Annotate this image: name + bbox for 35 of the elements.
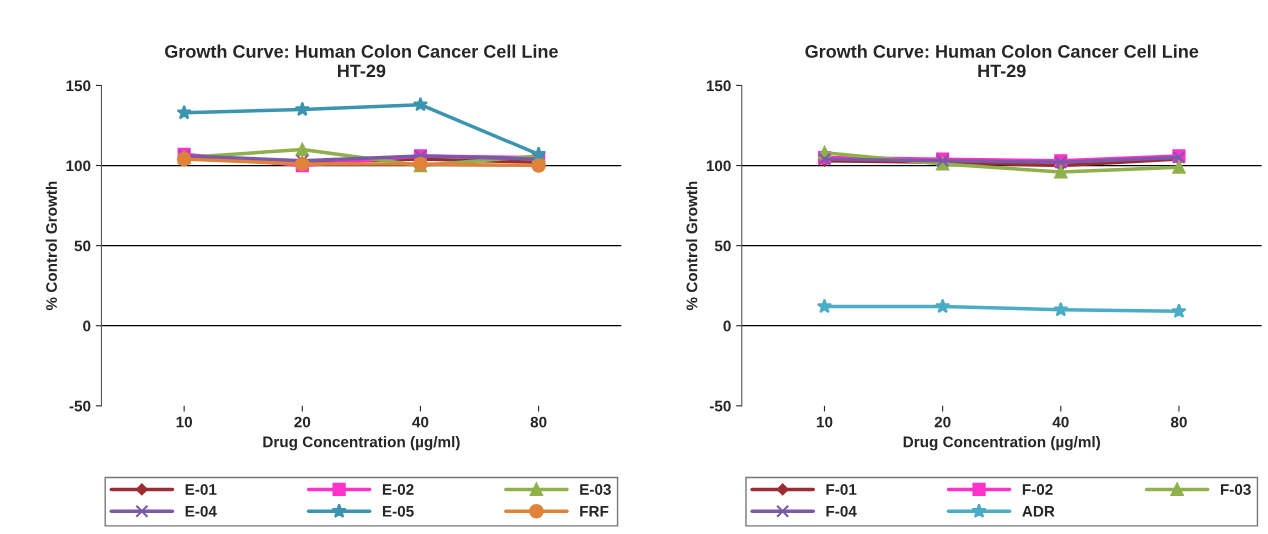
x-tick-label: 40 bbox=[412, 416, 429, 428]
legend-label: E-03 bbox=[580, 484, 611, 495]
x-tick-label: 20 bbox=[294, 416, 311, 428]
x-axis-title: Drug Concentration (µg/ml) bbox=[263, 436, 460, 451]
legend-label: E-04 bbox=[185, 505, 217, 517]
legend-label: E-05 bbox=[382, 505, 414, 517]
y-tick-label: 0 bbox=[83, 320, 91, 332]
y-axis-title: % Control Growth bbox=[686, 181, 698, 311]
x-tick-label: 10 bbox=[816, 416, 833, 428]
x-tick-label: 20 bbox=[934, 416, 951, 428]
x-axis-title: Drug Concentration (µg/ml) bbox=[903, 436, 1100, 451]
y-tick-label: 100 bbox=[706, 160, 731, 172]
legend-label: F-03 bbox=[1220, 484, 1251, 495]
y-tick-label: 150 bbox=[66, 80, 91, 92]
legend-label: F-02 bbox=[1022, 484, 1053, 495]
y-tick-label: -50 bbox=[709, 400, 731, 412]
legend-label: E-01 bbox=[185, 484, 217, 495]
y-axis-title: % Control Growth bbox=[45, 181, 57, 311]
y-tick-label: 150 bbox=[706, 80, 731, 92]
y-tick-label: 0 bbox=[723, 320, 731, 332]
legend-label: F-04 bbox=[826, 505, 857, 517]
y-tick-label: 100 bbox=[66, 160, 91, 172]
y-tick-label: 50 bbox=[74, 240, 91, 252]
y-tick-label: -50 bbox=[69, 400, 91, 412]
x-tick-label: 80 bbox=[1170, 416, 1187, 428]
legend-label: ADR bbox=[1022, 506, 1055, 517]
legend-label: E-02 bbox=[382, 484, 414, 495]
x-tick-label: 80 bbox=[530, 416, 547, 428]
legend-label: FRF bbox=[580, 506, 609, 517]
x-tick-label: 40 bbox=[1052, 416, 1069, 428]
chart-title: Growth Curve: Human Colon Cancer Cell Line HT-29 bbox=[165, 44, 558, 78]
chart-title: Growth Curve: Human Colon Cancer Cell Line HT-29 bbox=[805, 44, 1199, 78]
x-tick-label: 10 bbox=[176, 416, 193, 428]
legend-label: F-01 bbox=[826, 484, 857, 495]
y-tick-label: 50 bbox=[714, 240, 731, 252]
